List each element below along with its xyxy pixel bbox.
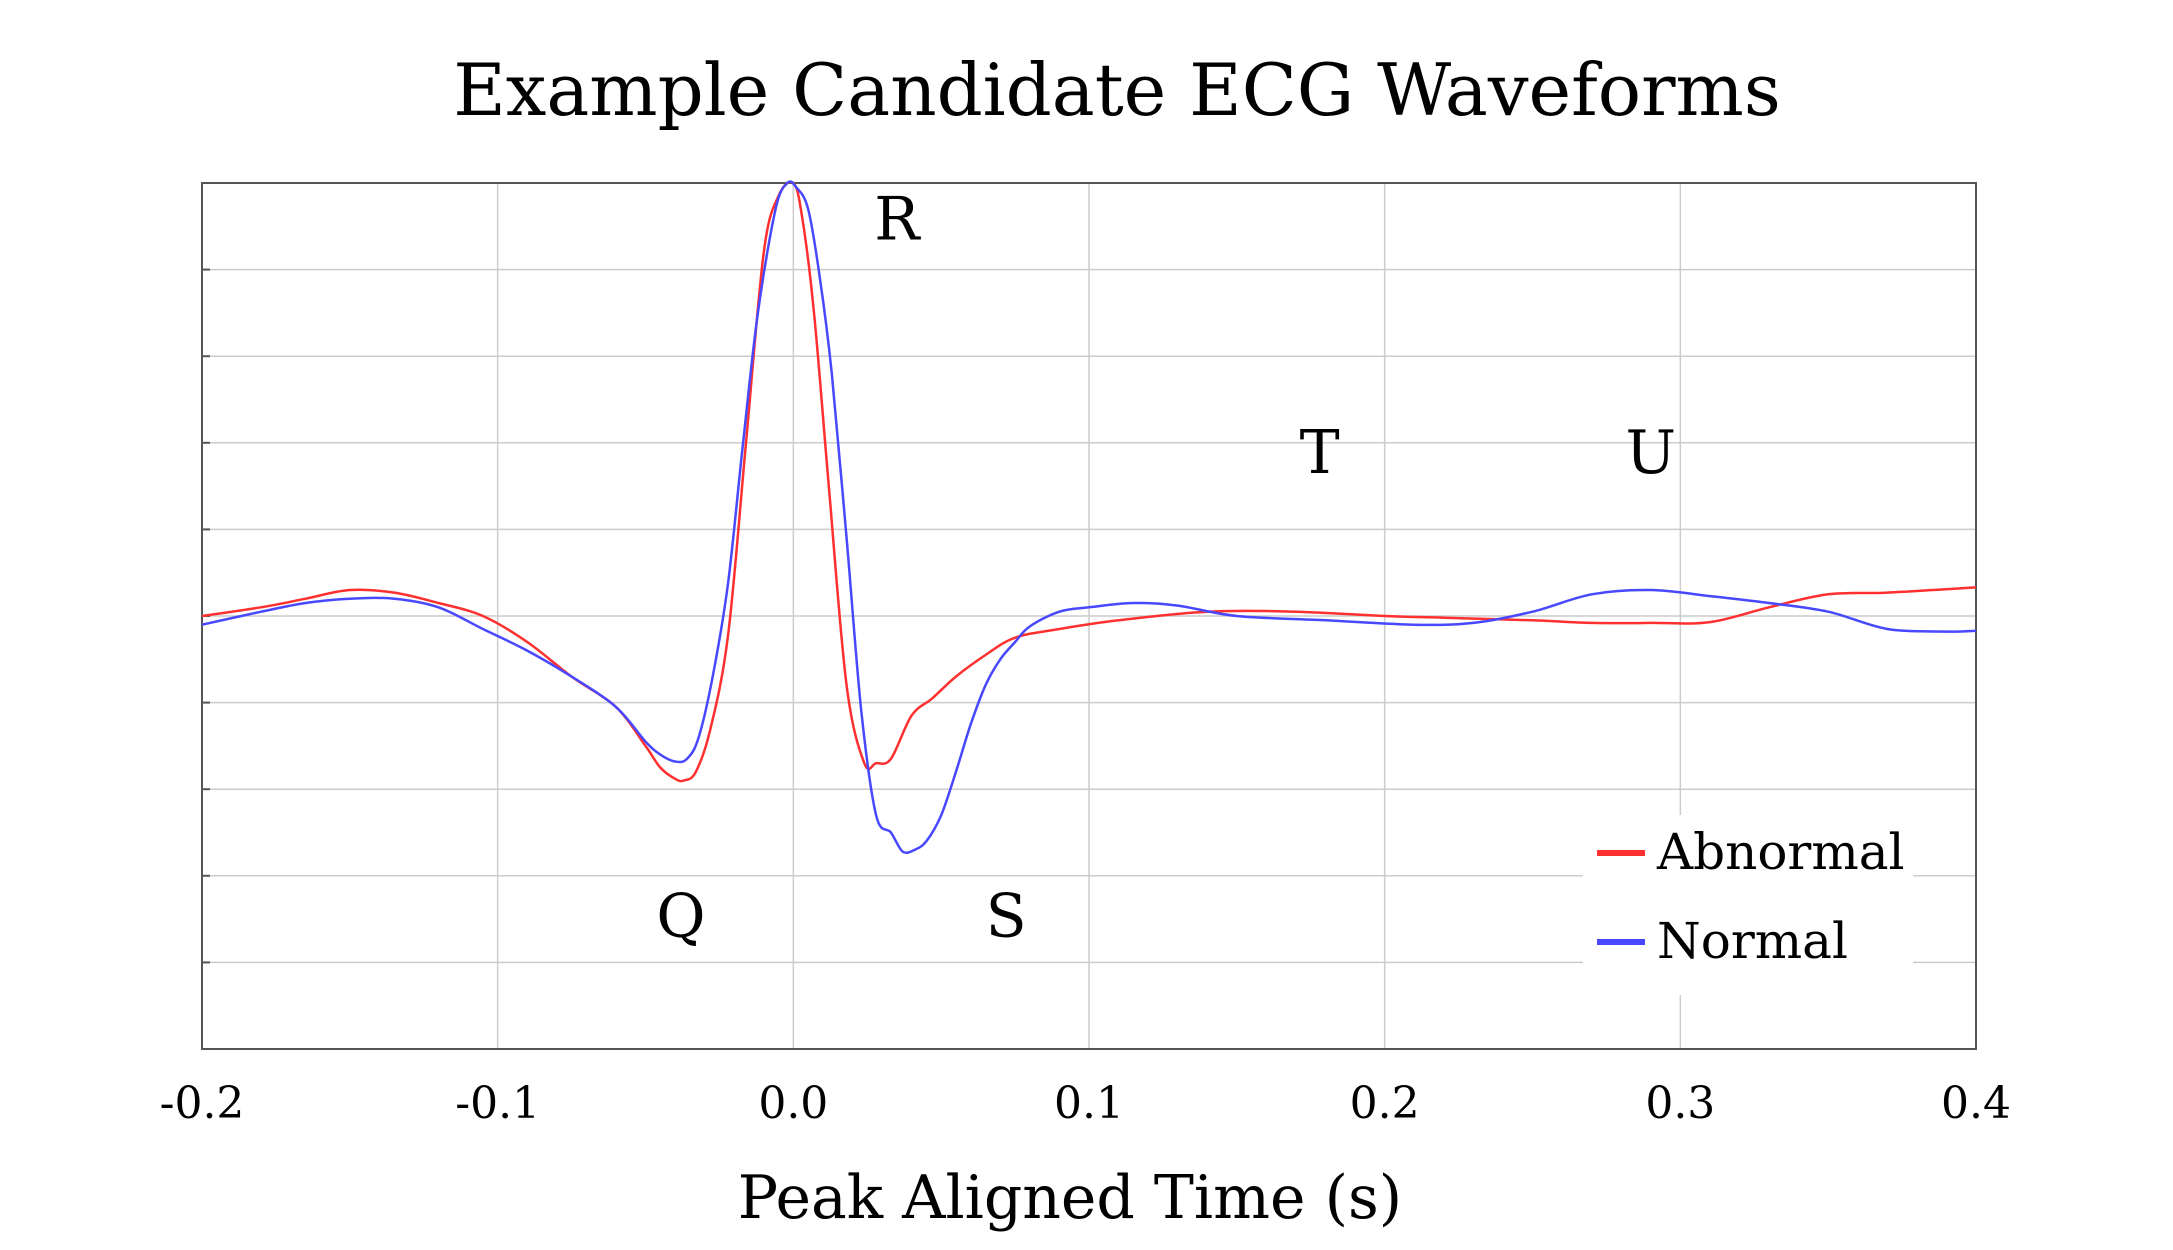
series-lines [201, 180, 1977, 855]
annotation-r-wave: R [874, 184, 921, 254]
x-axis-label: Peak Aligned Time (s) [738, 1163, 1402, 1233]
x-tick-label: 0.0 [758, 1078, 828, 1129]
legend-label-abnormal: Abnormal [1656, 823, 1905, 881]
x-tick-label: -0.1 [455, 1078, 540, 1129]
x-tick-label: -0.2 [160, 1078, 245, 1129]
annotation-t-wave: T [1300, 418, 1340, 488]
x-tick-label: 0.4 [1941, 1078, 2011, 1129]
annotation-q-wave: Q [656, 881, 705, 951]
x-tick-label: 0.2 [1350, 1078, 1420, 1129]
annotation-u-wave: U [1625, 418, 1676, 488]
wave-annotations: R T U Q S [656, 184, 1676, 951]
legend-background [1583, 815, 1913, 995]
x-axis-tick-labels: -0.2 -0.1 0.0 0.1 0.2 0.3 0.4 [160, 1078, 2011, 1129]
legend: Abnormal Normal [1583, 815, 1913, 995]
annotation-s-wave: S [986, 881, 1027, 951]
legend-label-normal: Normal [1657, 912, 1848, 970]
chart-title: Example Candidate ECG Waveforms [453, 48, 1781, 132]
x-tick-label: 0.3 [1645, 1078, 1715, 1129]
series-line-normal [201, 180, 1977, 855]
x-tick-label: 0.1 [1054, 1078, 1124, 1129]
